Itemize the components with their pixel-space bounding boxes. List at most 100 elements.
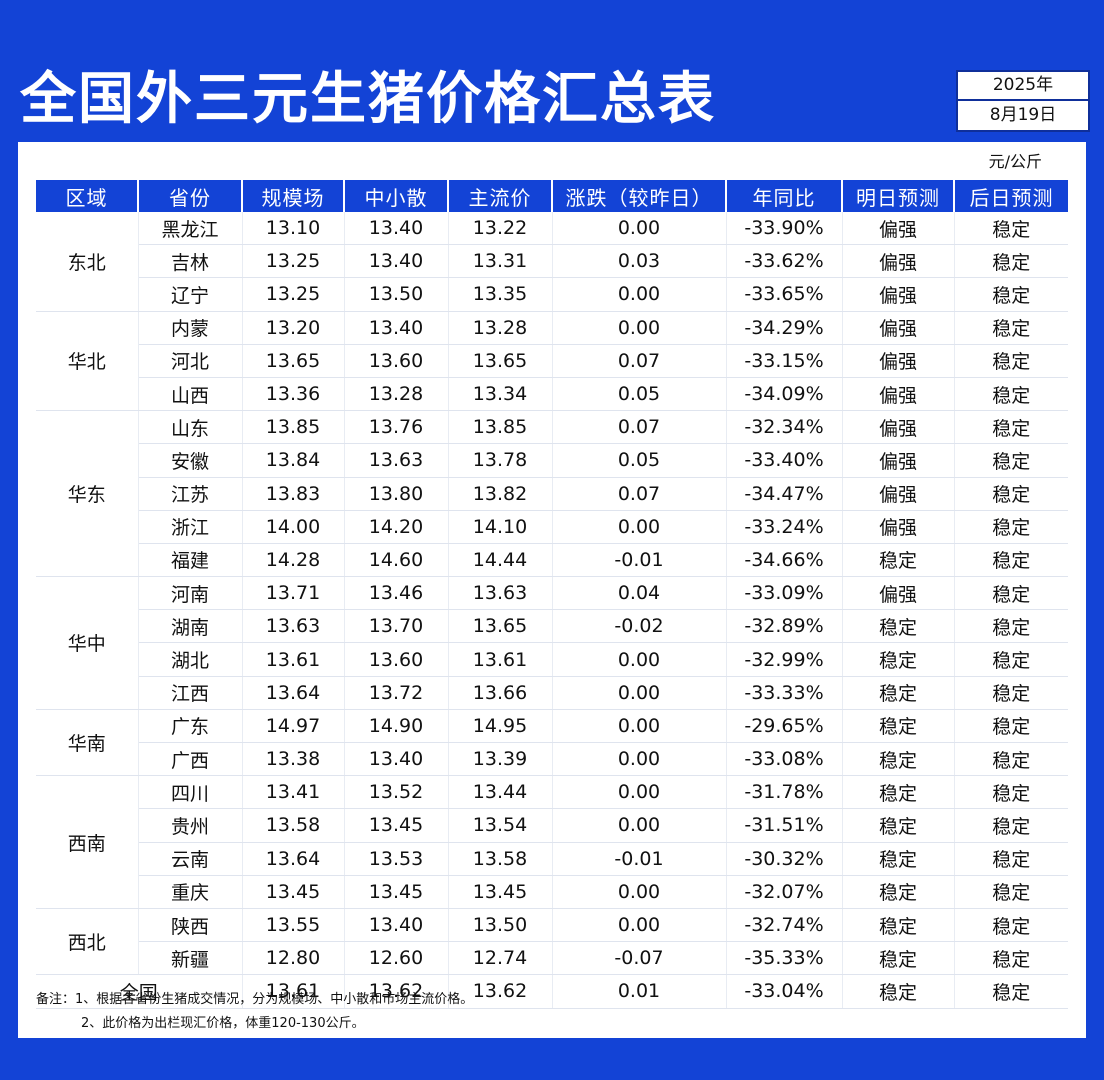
- header-province: 省份: [138, 180, 243, 212]
- cell-forecast-tomorrow: 偏强: [842, 212, 955, 246]
- cell-yoy: -34.29%: [726, 311, 843, 345]
- cell-change: 0.00: [552, 709, 727, 744]
- cell-yoy: -34.66%: [726, 543, 843, 578]
- table-row: 贵州 13.58 13.45 13.54 0.00 -31.51% 稳定 稳定: [36, 808, 1068, 843]
- cell-province: 江苏: [138, 477, 243, 511]
- table-row: 湖北 13.61 13.60 13.61 0.00 -32.99% 稳定 稳定: [36, 642, 1068, 677]
- cell-yoy: -32.89%: [726, 609, 843, 644]
- cell-scale-farm: 13.25: [242, 244, 345, 279]
- cell-scale-farm: 13.85: [242, 410, 345, 445]
- cell-small-farm: 13.70: [344, 609, 449, 644]
- cell-small-farm: 13.28: [344, 377, 449, 412]
- cell-province: 吉林: [138, 244, 243, 279]
- cell-scale-farm: 13.41: [242, 775, 345, 810]
- cell-forecast-after: 稳定: [954, 974, 1068, 1009]
- cell-province: 重庆: [138, 875, 243, 909]
- cell-yoy: -33.09%: [726, 576, 843, 611]
- cell-province: 内蒙: [138, 311, 243, 345]
- cell-forecast-after: 稳定: [954, 543, 1068, 578]
- cell-main-price: 13.85: [448, 410, 553, 445]
- cell-scale-farm: 12.80: [242, 941, 345, 976]
- cell-change: 0.00: [552, 311, 727, 345]
- cell-forecast-after: 稳定: [954, 842, 1068, 876]
- header-forecast-after: 后日预测: [954, 180, 1068, 212]
- cell-small-farm: 13.53: [344, 842, 449, 876]
- cell-forecast-after: 稳定: [954, 311, 1068, 345]
- cell-yoy: -33.33%: [726, 676, 843, 710]
- cell-scale-farm: 14.00: [242, 510, 345, 544]
- price-table: 区域 省份 规模场 中小散 主流价 涨跌（较昨日） 年同比 明日预测 后日预测 …: [36, 180, 1068, 1009]
- cell-forecast-tomorrow: 稳定: [842, 875, 955, 909]
- cell-province: 福建: [138, 543, 243, 578]
- cell-small-farm: 13.40: [344, 212, 449, 246]
- cell-forecast-tomorrow: 偏强: [842, 344, 955, 378]
- cell-forecast-tomorrow: 稳定: [842, 609, 955, 644]
- cell-region: 华北: [36, 311, 139, 412]
- cell-forecast-after: 稳定: [954, 609, 1068, 644]
- table-row: 重庆 13.45 13.45 13.45 0.00 -32.07% 稳定 稳定: [36, 875, 1068, 909]
- cell-main-price: 13.58: [448, 842, 553, 876]
- date-year: 2025年: [958, 72, 1088, 101]
- cell-forecast-after: 稳定: [954, 576, 1068, 611]
- cell-main-price: 13.22: [448, 212, 553, 246]
- cell-main-price: 13.50: [448, 908, 553, 943]
- cell-forecast-tomorrow: 偏强: [842, 510, 955, 544]
- cell-forecast-after: 稳定: [954, 875, 1068, 909]
- cell-change: 0.07: [552, 477, 727, 511]
- cell-main-price: 14.95: [448, 709, 553, 744]
- cell-scale-farm: 13.64: [242, 842, 345, 876]
- table-row: 华南 广东 14.97 14.90 14.95 0.00 -29.65% 稳定 稳定: [36, 709, 1068, 777]
- table-row: 吉林 13.25 13.40 13.31 0.03 -33.62% 偏强 稳定: [36, 244, 1068, 279]
- cell-small-farm: 13.72: [344, 676, 449, 710]
- header-forecast-tomorrow: 明日预测: [842, 180, 955, 212]
- cell-forecast-tomorrow: 偏强: [842, 244, 955, 279]
- cell-change: 0.00: [552, 908, 727, 943]
- cell-main-price: 13.54: [448, 808, 553, 843]
- cell-yoy: -33.24%: [726, 510, 843, 544]
- cell-province: 广西: [138, 742, 243, 777]
- cell-yoy: -32.07%: [726, 875, 843, 909]
- cell-region: 华中: [36, 576, 139, 710]
- cell-yoy: -34.09%: [726, 377, 843, 412]
- cell-scale-farm: 13.83: [242, 477, 345, 511]
- cell-forecast-after: 稳定: [954, 277, 1068, 312]
- table-panel: 元/公斤 区域 省份 规模场 中小散 主流价 涨跌（较昨日） 年同比 明日预测 …: [18, 142, 1086, 1038]
- cell-change: -0.07: [552, 941, 727, 976]
- cell-forecast-tomorrow: 偏强: [842, 410, 955, 445]
- table-row: 东北 黑龙江 13.10 13.40 13.22 0.00 -33.90% 偏强 稳定: [36, 212, 1068, 312]
- cell-main-price: 13.65: [448, 344, 553, 378]
- date-day: 8月19日: [989, 105, 1057, 125]
- cell-forecast-after: 稳定: [954, 510, 1068, 544]
- cell-change: 0.04: [552, 576, 727, 611]
- cell-main-price: 13.65: [448, 609, 553, 644]
- cell-small-farm: 13.62: [344, 974, 449, 1009]
- cell-province: 湖北: [138, 642, 243, 677]
- cell-main-price: 13.31: [448, 244, 553, 279]
- table-row: 江西 13.64 13.72 13.66 0.00 -33.33% 稳定 稳定: [36, 676, 1068, 710]
- table-row: 江苏 13.83 13.80 13.82 0.07 -34.47% 偏强 稳定: [36, 477, 1068, 511]
- cell-forecast-tomorrow: 偏强: [842, 377, 955, 412]
- cell-small-farm: 13.60: [344, 344, 449, 378]
- header-small-farm: 中小散: [344, 180, 449, 212]
- cell-yoy: -33.04%: [726, 974, 843, 1009]
- cell-forecast-tomorrow: 偏强: [842, 443, 955, 478]
- cell-forecast-tomorrow: 稳定: [842, 808, 955, 843]
- cell-forecast-after: 稳定: [954, 775, 1068, 810]
- cell-main-price: 13.44: [448, 775, 553, 810]
- cell-scale-farm: 13.64: [242, 676, 345, 710]
- cell-change: -0.01: [552, 842, 727, 876]
- cell-scale-farm: 13.25: [242, 277, 345, 312]
- cell-scale-farm: 13.45: [242, 875, 345, 909]
- cell-forecast-after: 稳定: [954, 709, 1068, 744]
- cell-small-farm: 13.76: [344, 410, 449, 445]
- cell-scale-farm: 13.63: [242, 609, 345, 644]
- cell-main-price: 13.39: [448, 742, 553, 777]
- cell-main-price: 14.10: [448, 510, 553, 544]
- cell-small-farm: 13.40: [344, 908, 449, 943]
- cell-change: -0.01: [552, 543, 727, 578]
- cell-scale-farm: 13.61: [242, 974, 345, 1009]
- cell-forecast-tomorrow: 偏强: [842, 576, 955, 611]
- cell-small-farm: 13.40: [344, 311, 449, 345]
- cell-province: 河南: [138, 576, 243, 611]
- cell-main-price: 13.62: [448, 974, 553, 1009]
